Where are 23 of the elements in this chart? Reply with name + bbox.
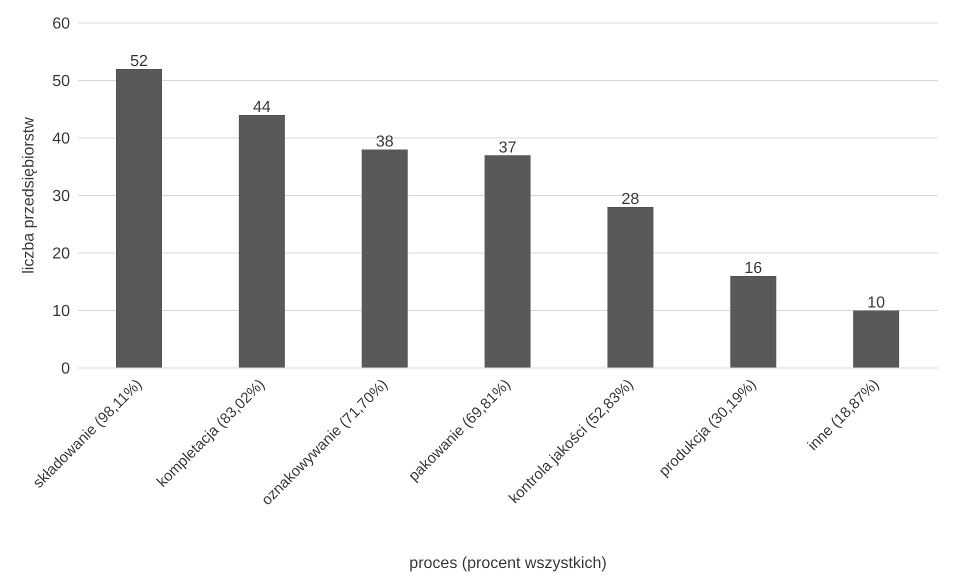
y-tick-label: 40 [52,130,70,148]
y-tick-label: 60 [52,16,70,33]
data-label: 37 [498,139,517,156]
x-axis-title: proces (procent wszystkich) [409,555,607,572]
bar [116,69,162,368]
bar [238,115,285,368]
bar [484,155,531,368]
y-tick-label: 30 [52,188,70,206]
y-tick-label: 50 [52,73,70,90]
bar [853,310,900,368]
bar [362,150,408,368]
data-label: 38 [376,134,394,150]
y-tick-label: 10 [52,303,70,320]
data-label: 52 [130,53,148,70]
y-axis-title: liczba przedsiębiorstw [20,116,38,274]
data-label: 10 [867,294,886,312]
data-label: 28 [622,191,640,208]
bar [730,276,776,368]
y-tick-label: 0 [61,360,70,378]
data-label: 44 [252,99,271,116]
bar [607,207,654,368]
data-label: 16 [744,260,762,277]
y-tick-label: 20 [52,246,70,263]
